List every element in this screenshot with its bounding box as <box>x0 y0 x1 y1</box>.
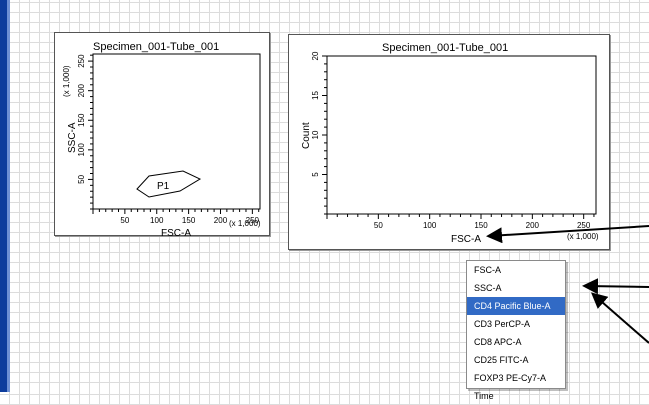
window-left-edge <box>0 0 7 392</box>
y-tick-label: 20 <box>311 51 320 60</box>
histogram-x-ticks: 50 100 150 200 250 <box>326 214 595 230</box>
menu-item-cd8-apc-a[interactable]: CD8 APC-A <box>474 337 522 347</box>
histogram-y-ticks: 5 10 15 20 <box>311 51 327 215</box>
dot-plot-panel[interactable]: Specimen_001-Tube_001 50 100 150 200 250 50 1… <box>54 32 270 239</box>
arrow-to-selected-item <box>582 278 649 295</box>
x-tick-label: 100 <box>423 221 437 230</box>
histogram-canvas: 50 100 150 200 250 5 10 15 20 FSC-A (x 1,000) C… <box>301 51 599 245</box>
window-left-edge-highlight <box>7 0 10 392</box>
menu-item-cd25-fitc-a[interactable]: CD25 FITC-A <box>474 355 529 365</box>
histogram-title: Specimen_001-Tube_001 <box>382 42 509 54</box>
y-tick-label: 250 <box>77 54 86 68</box>
x-tick-label: 150 <box>182 216 196 225</box>
y-tick-label: 10 <box>311 130 320 139</box>
dot-plot-x-label[interactable]: FSC-A <box>161 228 191 239</box>
dot-plot-area <box>92 53 261 210</box>
x-tick-label: 200 <box>214 216 228 225</box>
x-tick-label: 50 <box>120 216 129 225</box>
x-tick-label: 150 <box>474 221 488 230</box>
menu-item-fsc-a[interactable]: FSC-A <box>474 265 501 275</box>
y-tick-label: 200 <box>77 83 86 97</box>
y-tick-label: 15 <box>311 91 320 100</box>
menu-item-time[interactable]: Time <box>474 391 494 401</box>
menu-item-ssc-a[interactable]: SSC-A <box>474 283 502 293</box>
y-tick-label: 5 <box>311 172 320 177</box>
histogram-x-multiplier: (x 1,000) <box>567 232 599 241</box>
dot-plot-y-multiplier: (x 1,000) <box>62 65 71 97</box>
dot-plot-title: Specimen_001-Tube_001 <box>93 41 220 53</box>
y-tick-label: 150 <box>77 113 86 127</box>
histogram-panel[interactable]: Specimen_001-Tube_001 50 100 150 200 250 5 10… <box>288 34 610 250</box>
dot-plot-x-multiplier: (x 1,000) <box>229 219 261 228</box>
menu-item-foxp3-pe-cy7-a[interactable]: FOXP3 PE-Cy7-A <box>474 373 547 383</box>
gate-p1-polygon[interactable] <box>136 170 202 198</box>
histogram-y-label[interactable]: Count <box>301 122 312 149</box>
y-tick-label: 100 <box>77 143 86 157</box>
parameter-context-menu: FSC-A SSC-A CD4 Pacific Blue-A CD3 PerCP… <box>466 260 566 401</box>
menu-item-cd3-percp-a[interactable]: CD3 PerCP-A <box>474 319 531 329</box>
dot-plot-y-label[interactable]: SSC-A <box>67 122 78 153</box>
dot-plot-x-ticks: 50 100 150 200 250 <box>92 209 260 225</box>
histogram-x-label[interactable]: FSC-A <box>451 234 481 245</box>
x-tick-label: 250 <box>577 221 591 230</box>
menu-item-cd4-pacific-blue-a[interactable]: CD4 Pacific Blue-A <box>467 297 565 315</box>
dot-plot-y-ticks: 50 100 150 200 250 <box>77 54 93 210</box>
gate-p1-label: P1 <box>157 181 170 192</box>
x-tick-label: 100 <box>150 216 164 225</box>
x-tick-label: 200 <box>526 221 540 230</box>
x-tick-label: 250 <box>246 216 260 225</box>
dot-plot-canvas: 50 100 150 200 250 50 100 150 200 250 P1 FSC-A (… <box>62 53 261 239</box>
y-tick-label: 50 <box>77 174 86 183</box>
histogram-area <box>326 55 597 215</box>
arrow-from-bottom <box>590 292 649 344</box>
x-tick-label: 50 <box>374 221 383 230</box>
